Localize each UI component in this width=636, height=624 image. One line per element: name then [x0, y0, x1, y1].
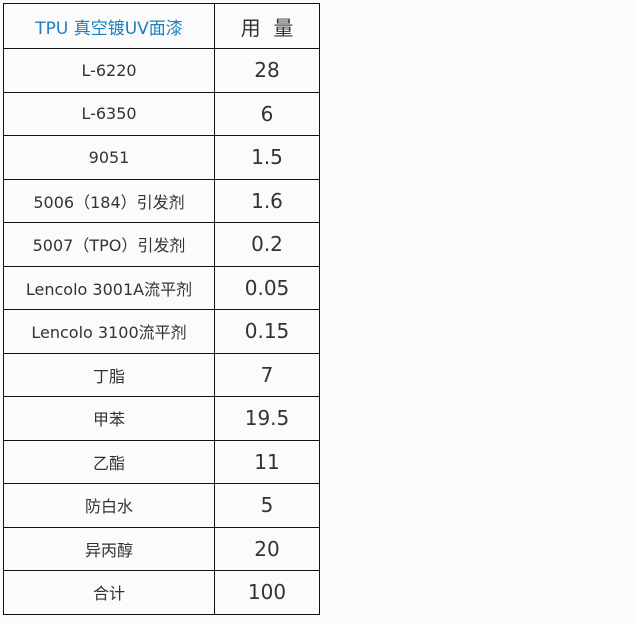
- ingredient-amount: 19.5: [214, 396, 320, 441]
- table-row: L-6220 28: [3, 48, 320, 93]
- table-row: 5007（TPO）引发剂 0.2: [3, 222, 320, 267]
- ingredient-name: L-6350: [3, 91, 215, 136]
- ingredient-name: 5006（184）引发剂: [3, 178, 215, 223]
- table-row: Lencolo 3100流平剂 0.15: [3, 309, 320, 354]
- header-amount: 用 量: [214, 3, 320, 49]
- ingredient-amount: 100: [214, 570, 320, 615]
- ingredient-name: 合计: [3, 570, 215, 615]
- ingredient-amount: 20: [214, 526, 320, 571]
- ingredient-amount: 5: [214, 483, 320, 528]
- ingredient-amount: 11: [214, 439, 320, 484]
- table-row: 丁脂 7: [3, 352, 320, 397]
- table-header-row: TPU 真空镀UV面漆 用 量: [3, 3, 320, 49]
- ingredient-name: Lencolo 3001A流平剂: [3, 265, 215, 310]
- table-row: L-6350 6: [3, 91, 320, 136]
- ingredient-amount: 28: [214, 48, 320, 93]
- ingredient-amount: 7: [214, 352, 320, 397]
- ingredient-amount: 6: [214, 91, 320, 136]
- ingredient-name: 丁脂: [3, 352, 215, 397]
- ingredient-amount: 1.5: [214, 135, 320, 180]
- ingredient-name: L-6220: [3, 48, 215, 93]
- table-row: 甲苯 19.5: [3, 396, 320, 441]
- ingredient-name: 乙酯: [3, 439, 215, 484]
- table-row: 防白水 5: [3, 483, 320, 528]
- ingredient-name: 9051: [3, 135, 215, 180]
- table-row: 乙酯 11: [3, 439, 320, 484]
- table-row: Lencolo 3001A流平剂 0.05: [3, 265, 320, 310]
- ingredient-name: 5007（TPO）引发剂: [3, 222, 215, 267]
- ingredient-name: 防白水: [3, 483, 215, 528]
- ingredient-name: 异丙醇: [3, 526, 215, 571]
- table-row: 合计 100: [3, 570, 320, 615]
- formula-table: TPU 真空镀UV面漆 用 量 L-6220 28 L-6350 6 9051 1.5 50…: [3, 3, 320, 615]
- ingredient-amount: 0.2: [214, 222, 320, 267]
- table-row: 异丙醇 20: [3, 526, 320, 571]
- table-row: 9051 1.5: [3, 135, 320, 180]
- ingredient-amount: 0.15: [214, 309, 320, 354]
- ingredient-amount: 0.05: [214, 265, 320, 310]
- ingredient-name: 甲苯: [3, 396, 215, 441]
- ingredient-amount: 1.6: [214, 178, 320, 223]
- table-row: 5006（184）引发剂 1.6: [3, 178, 320, 223]
- ingredient-name: Lencolo 3100流平剂: [3, 309, 215, 354]
- header-name: TPU 真空镀UV面漆: [3, 3, 215, 49]
